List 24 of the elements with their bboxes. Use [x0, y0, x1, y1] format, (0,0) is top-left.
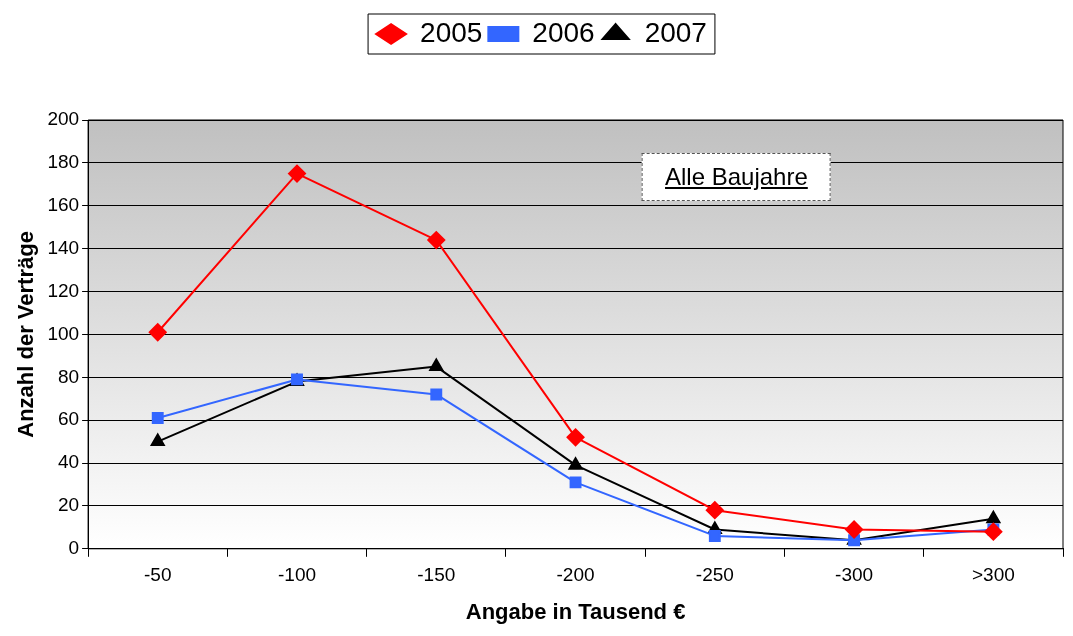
legend-label: 2006 [532, 16, 595, 48]
y-tick-label: 20 [57, 494, 80, 516]
y-tick-label: 0 [68, 537, 80, 559]
y-tick-label: 160 [47, 193, 80, 215]
x-tick-label: -200 [556, 564, 595, 586]
y-tick-label: 180 [47, 151, 80, 173]
y-tick-label: 60 [57, 408, 80, 430]
y-tick-label: 100 [47, 322, 80, 344]
y-tick-label: 140 [47, 236, 80, 258]
annotation: Alle Baujahre [642, 153, 831, 201]
y-axis-title: Anzahl der Verträge [13, 231, 39, 438]
legend-label: 2005 [420, 16, 483, 48]
y-tick-label: 40 [57, 451, 80, 473]
x-axis-title: Angabe in Tausend € [465, 598, 686, 624]
y-tick-label: 80 [57, 365, 80, 387]
y-tick-label: 120 [47, 279, 80, 301]
x-tick-label: -250 [695, 564, 734, 586]
x-tick-label: -150 [417, 564, 456, 586]
y-tick-label: 200 [47, 108, 80, 130]
x-tick-label: -100 [277, 564, 317, 586]
x-tick-label: -50 [144, 564, 172, 586]
legend-label: 2007 [644, 16, 707, 48]
x-tick-label: >300 [971, 564, 1015, 586]
x-tick-label: -300 [835, 564, 874, 586]
